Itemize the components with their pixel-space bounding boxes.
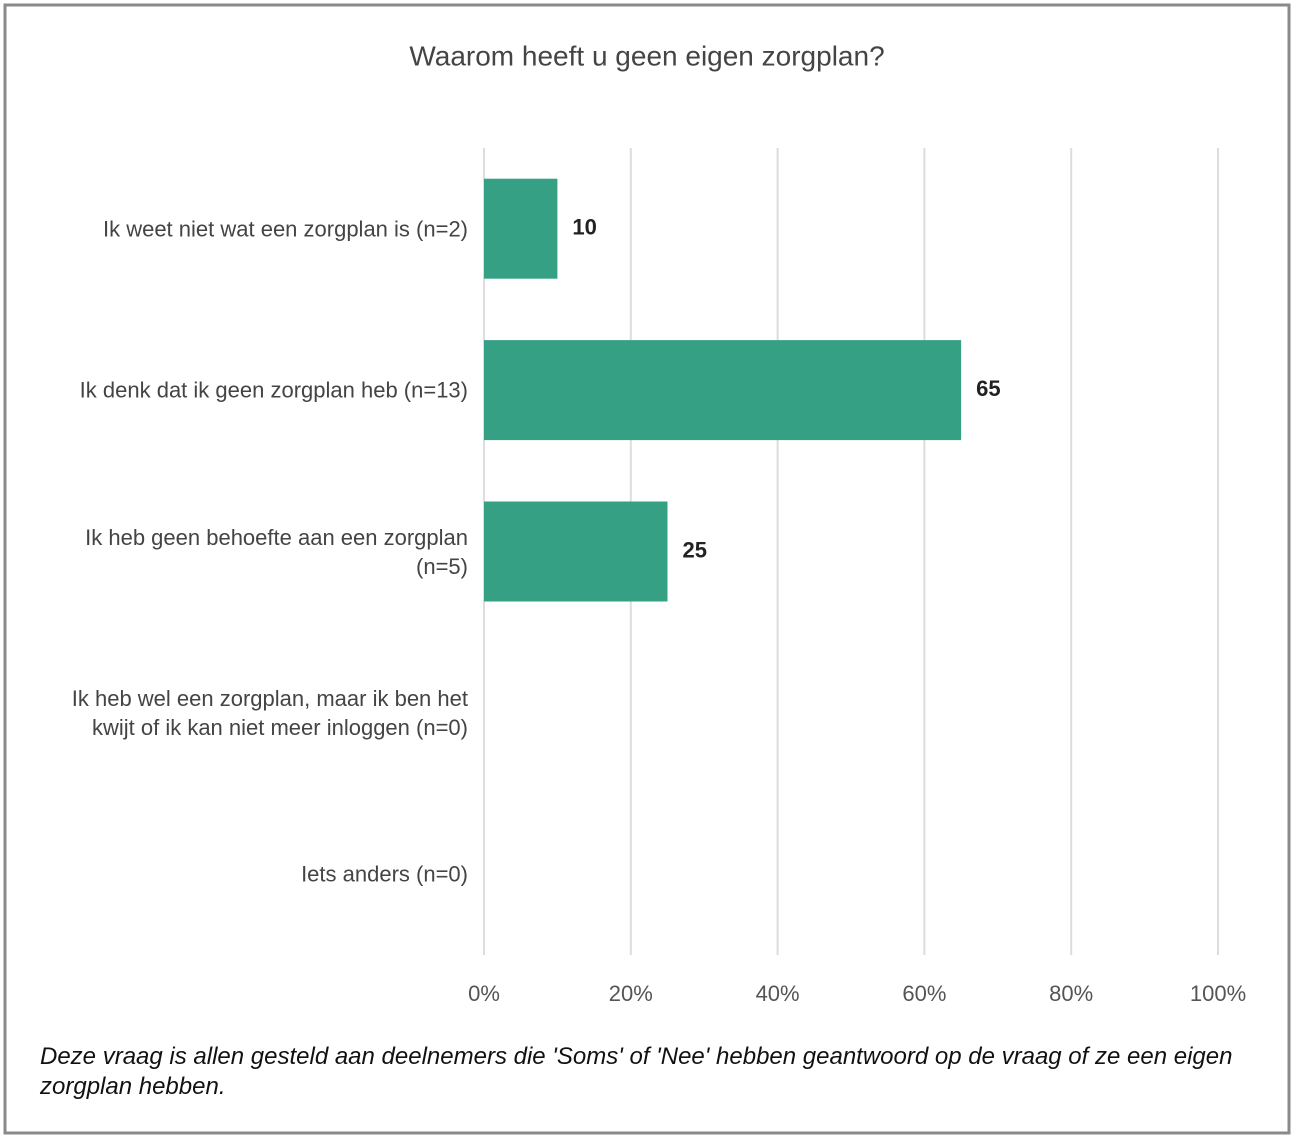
footnote: Deze vraag is allen gesteld aan deelneme… (40, 1043, 1233, 1100)
x-tick-label: 100% (1190, 981, 1246, 1006)
y-tick-label: Ik weet niet wat een zorgplan is (n=2) (102, 216, 468, 242)
y-tick-label: Iets anders (n=0) (301, 861, 468, 887)
x-tick-label: 20% (609, 981, 653, 1006)
y-tick-label: Ik heb geen behoefte aan een zorgplan (n… (85, 524, 468, 579)
y-tick-label: Ik heb wel een zorgplan, maar ik ben het… (71, 685, 468, 740)
x-tick-label: 60% (902, 981, 946, 1006)
bar (484, 501, 668, 602)
x-tick-label: 40% (756, 981, 800, 1006)
value-label: 25 (683, 537, 707, 562)
bar (484, 178, 558, 279)
chart-title: Waarom heeft u geen eigen zorgplan? (409, 40, 884, 71)
value-label: 65 (976, 376, 1000, 401)
y-tick-label: Ik denk dat ik geen zorgplan heb (n=13) (79, 377, 468, 403)
x-tick-label: 80% (1049, 981, 1093, 1006)
bar (484, 340, 962, 441)
frame (3, 3, 1291, 1135)
x-tick-label: 0% (468, 981, 500, 1006)
value-label: 10 (572, 215, 596, 240)
